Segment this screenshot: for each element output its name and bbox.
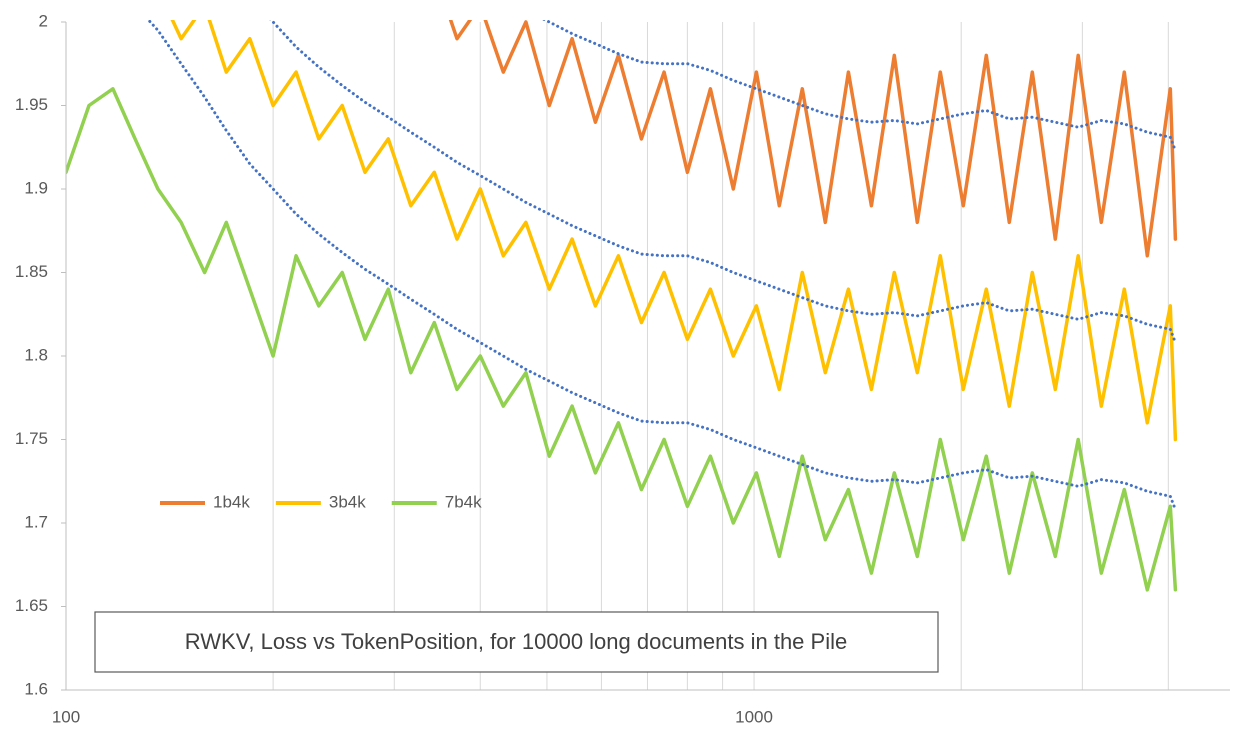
annotation: RWKV, Loss vs TokenPosition, for 10000 l…: [185, 629, 847, 654]
grid: [65, 22, 1169, 690]
series-line: [448, 20, 1178, 258]
y-tick-label: 1.8: [24, 345, 48, 364]
series-line: [66, 87, 1178, 592]
trend-line: [269, 20, 1177, 345]
trend-line: [541, 20, 1177, 153]
y-tick-label: 1.9: [24, 178, 48, 197]
series-line: [170, 20, 1178, 442]
y-tick-label: 1.85: [15, 262, 48, 281]
annotation-box: [94, 611, 939, 673]
axes: 100 1000 1.6 1.65 1.7 1.75 1.8 1.85 1.9 1.95 2: [15, 11, 1230, 726]
y-tick-label: 1.65: [15, 596, 48, 615]
y-tick-label: 1.75: [15, 429, 48, 448]
legend-label: 7b4k: [445, 492, 482, 511]
y-tick-label: 1.95: [15, 95, 48, 114]
y-tick-label: 1.6: [24, 679, 48, 698]
trend-line: [146, 20, 1177, 512]
y-tick-label: 1.7: [24, 512, 48, 531]
x-tick-label: 1000: [735, 707, 773, 726]
plot-area: [66, 20, 1178, 592]
y-tick-label: 2: [39, 11, 48, 30]
legend-label: 1b4k: [213, 492, 250, 511]
x-tick-label: 100: [52, 707, 80, 726]
legend-label: 3b4k: [329, 492, 366, 511]
